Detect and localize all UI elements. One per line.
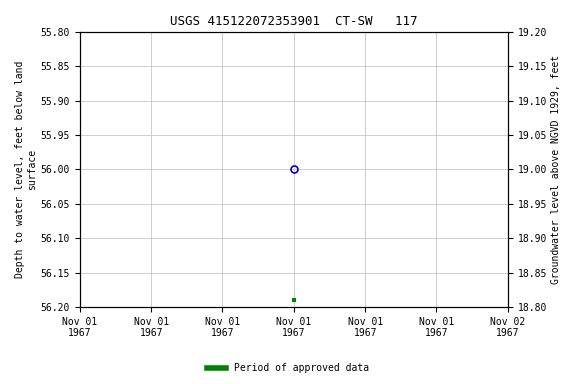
Y-axis label: Depth to water level, feet below land
surface: Depth to water level, feet below land su… [15,61,37,278]
Y-axis label: Groundwater level above NGVD 1929, feet: Groundwater level above NGVD 1929, feet [551,55,561,284]
Title: USGS 415122072353901  CT-SW   117: USGS 415122072353901 CT-SW 117 [170,15,418,28]
Legend: Period of approved data: Period of approved data [203,359,373,377]
